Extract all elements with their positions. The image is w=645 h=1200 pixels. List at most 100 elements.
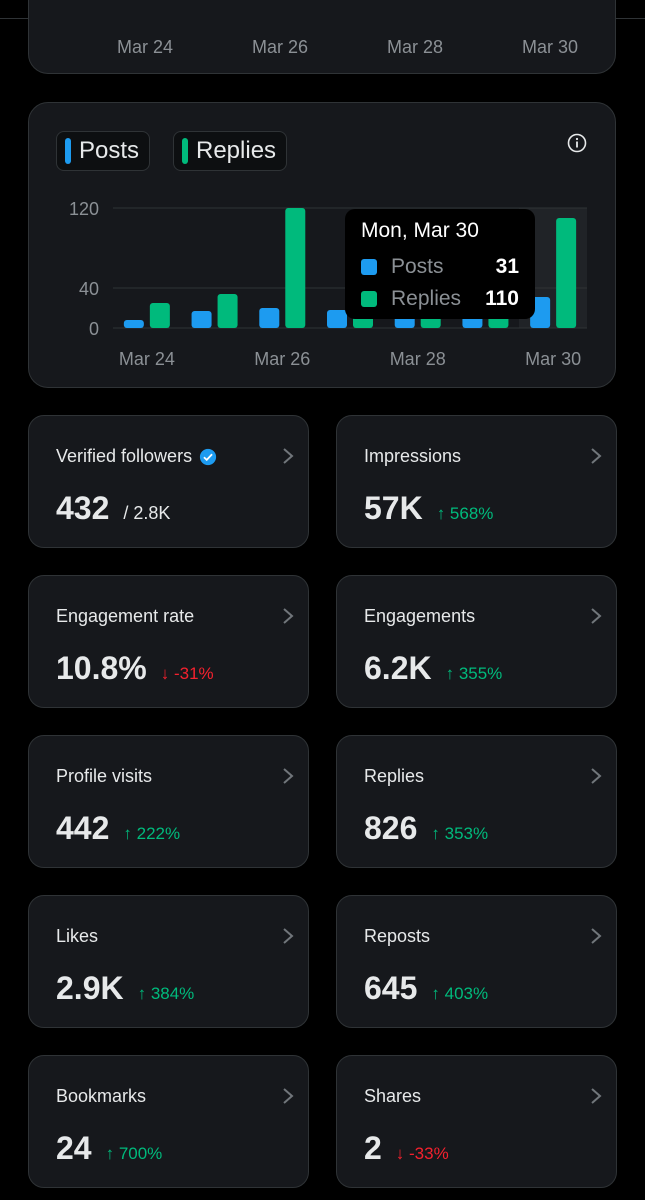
stat-value: 57K [364,490,423,526]
stat-card-replies[interactable]: Replies 826 ↑ 353% [336,735,617,868]
x-tick-label: Mar 24 [119,349,175,369]
stat-value-row: 2 ↓ -33% [364,1130,449,1167]
stat-value-row: 645 ↑ 403% [364,970,488,1007]
stat-label: Engagement rate [56,606,195,626]
stat-card-verified-followers[interactable]: Verified followers 432 / 2.8K [28,415,309,548]
stat-change: ↑ 353% [431,824,489,843]
stat-label: Likes [56,926,99,946]
stat-label-row: Shares [364,1086,421,1107]
stat-label: Verified followers [56,446,193,466]
legend-label: Replies [196,137,277,164]
posts-bar-mar-25[interactable] [191,311,212,328]
stat-value-row: 2.9K ↑ 384% [56,970,194,1007]
posts-bar-mar-27[interactable] [327,310,347,328]
chevron-right-icon [283,928,294,944]
stat-card-reposts[interactable]: Reposts 645 ↑ 403% [336,895,617,1028]
posts-bar-mar-30[interactable] [530,297,551,328]
stat-value: 6.2K [364,650,432,686]
replies-bar-mar-30[interactable] [556,218,577,328]
legend-label: Posts [79,137,140,164]
stat-label: Replies [364,766,425,786]
replies-bar-mar-25[interactable] [217,294,238,328]
stat-change: ↑ 403% [431,984,489,1003]
posts-swatch [65,138,71,164]
stat-change: ↑ 222% [123,824,181,843]
chevron-right-icon [591,608,602,624]
x-tick-label: Mar 24 [117,37,174,57]
tooltip-row: Replies 110 [361,283,519,315]
x-tick-label: Mar 26 [252,37,309,57]
chevron-right-icon [591,928,602,944]
stat-card-shares[interactable]: Shares 2 ↓ -33% [336,1055,617,1188]
stat-value-row: 57K ↑ 568% [364,490,493,527]
replies-bar-mar-26[interactable] [285,208,306,328]
stat-value: 10.8% [56,650,147,686]
stat-card-engagement-rate[interactable]: Engagement rate 10.8% ↓ -31% [28,575,309,708]
replies-swatch [361,291,377,307]
stat-card-impressions[interactable]: Impressions 57K ↑ 568% [336,415,617,548]
y-tick-label: 120 [69,199,99,219]
x-tick-label: Mar 26 [254,349,310,369]
stat-change: ↑ 384% [137,984,195,1003]
tooltip-row: Posts 31 [361,251,519,283]
stat-label: Reposts [364,926,431,946]
stat-value: 2.9K [56,970,124,1006]
tooltip-series-name: Posts [391,255,444,278]
chevron-right-icon [283,768,294,784]
stat-value-row: 10.8% ↓ -31% [56,650,214,687]
stat-label-row: Profile visits [56,766,152,787]
stat-value: 645 [364,970,418,1006]
stat-card-bookmarks[interactable]: Bookmarks 24 ↑ 700% [28,1055,309,1188]
chevron-right-icon [283,608,294,624]
y-tick-label: 0 [89,319,99,339]
posts-swatch [361,259,377,275]
previous-chart-card: Mar 24 Mar 26 Mar 28 Mar 30 [28,0,616,74]
stat-value: 24 [56,1130,92,1166]
x-tick-label: Mar 30 [522,37,579,57]
stat-label-row: Engagements [364,606,475,627]
stat-label-row: Reposts [364,926,430,947]
tooltip-series-value: 110 [485,287,519,310]
stat-card-likes[interactable]: Likes 2.9K ↑ 384% [28,895,309,1028]
x-tick-label: Mar 28 [390,349,446,369]
stat-value: 432 [56,490,110,526]
stat-change: ↑ 355% [445,664,503,683]
stat-label: Bookmarks [56,1086,147,1106]
stat-value-row: 442 ↑ 222% [56,810,180,847]
chart-tooltip: Mon, Mar 30 Posts 31 Replies 110 [345,209,535,319]
stat-label-row: Verified followers [56,446,217,467]
stat-value-row: 826 ↑ 353% [364,810,488,847]
tooltip-date: Mon, Mar 30 [361,219,479,242]
legend-replies-toggle[interactable]: Replies [173,131,288,171]
posts-bar-mar-24[interactable] [123,320,144,328]
stat-value: 826 [364,810,418,846]
stat-label: Impressions [364,446,462,466]
stat-label: Engagements [364,606,476,626]
stat-change: ↑ 568% [436,504,494,523]
tooltip-series-value: 31 [495,255,519,278]
stat-label-row: Impressions [364,446,461,467]
chevron-right-icon [591,448,602,464]
stat-value-row: 432 / 2.8K [56,490,170,527]
chevron-right-icon [283,448,294,464]
y-tick-label: 40 [79,279,99,299]
replies-swatch [182,138,188,164]
stat-value: 2 [364,1130,382,1166]
stat-card-engagements[interactable]: Engagements 6.2K ↑ 355% [336,575,617,708]
posts-bar-mar-26[interactable] [259,308,280,328]
stat-value-row: 24 ↑ 700% [56,1130,162,1167]
stat-label: Profile visits [56,766,153,786]
tooltip-series-name: Replies [391,287,462,310]
replies-bar-mar-24[interactable] [149,303,170,328]
chevron-right-icon [283,1088,294,1104]
stat-card-profile-visits[interactable]: Profile visits 442 ↑ 222% [28,735,309,868]
stat-value-row: 6.2K ↑ 355% [364,650,502,687]
posts-replies-chart-card: Posts Replies 120 40 0 Mar 24 Mar 26 Mar 28 Ma… [28,102,616,388]
info-icon[interactable] [567,133,587,153]
chevron-right-icon [591,1088,602,1104]
stat-change: ↓ -33% [395,1144,449,1163]
chevron-right-icon [591,768,602,784]
legend-posts-toggle[interactable]: Posts [56,131,151,171]
stat-label-row: Likes [56,926,98,947]
stat-label-row: Bookmarks [56,1086,146,1107]
